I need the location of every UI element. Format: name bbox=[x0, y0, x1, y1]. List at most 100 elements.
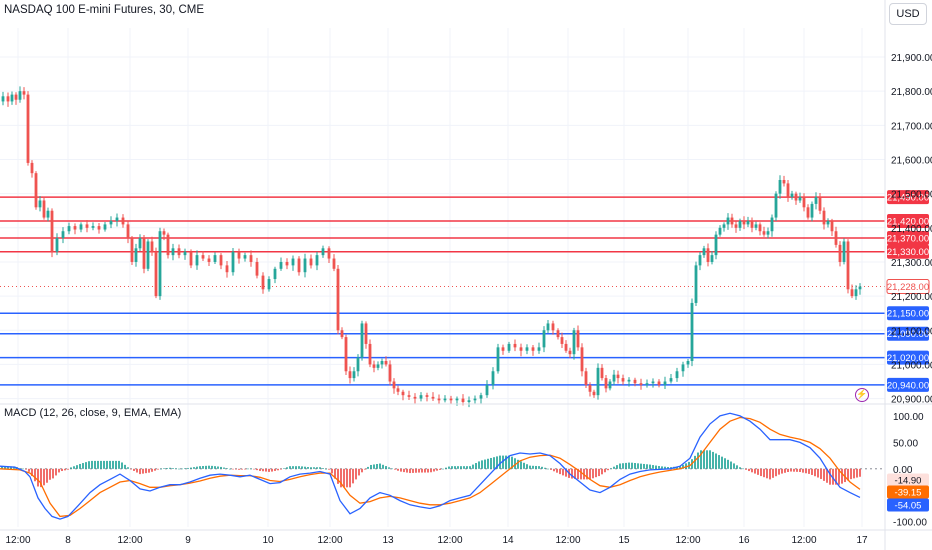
level-price-label: 21,490.00 bbox=[887, 193, 929, 204]
macd-histogram-bar bbox=[547, 468, 549, 470]
macd-histogram-bar bbox=[148, 468, 150, 473]
macd-histogram-bar bbox=[520, 461, 522, 469]
candle-body bbox=[782, 179, 786, 184]
lightning-icon[interactable]: ⚡ bbox=[855, 388, 869, 402]
time-tick-label: 12:00 bbox=[317, 535, 342, 546]
candle-body bbox=[537, 347, 541, 351]
macd-indicator-label[interactable]: MACD (12, 26, close, 9, EMA, EMA) bbox=[4, 407, 182, 419]
candle-body bbox=[154, 251, 158, 297]
price-tick-label: 21,000.00 bbox=[891, 360, 932, 371]
time-tick-label: 13 bbox=[382, 535, 394, 546]
price-tick-label: 21,900.00 bbox=[891, 53, 932, 64]
candle-body bbox=[580, 347, 584, 372]
candle-body bbox=[443, 398, 447, 401]
currency-button[interactable]: USD bbox=[889, 3, 927, 25]
candle-body bbox=[754, 224, 758, 228]
macd-histogram-bar bbox=[190, 467, 192, 469]
macd-histogram-bar bbox=[334, 468, 336, 479]
macd-histogram-bar bbox=[388, 467, 390, 469]
macd-histogram-bar bbox=[721, 456, 723, 469]
macd-histogram-bar bbox=[85, 462, 87, 469]
macd-histogram-bar bbox=[127, 467, 129, 469]
macd-histogram-bar bbox=[301, 466, 303, 469]
macd-tick-label: 0.00 bbox=[893, 465, 913, 476]
macd-histogram-bar bbox=[49, 468, 51, 480]
macd-histogram-bar bbox=[394, 468, 396, 470]
macd-histogram-bar bbox=[574, 468, 576, 479]
macd-histogram-bar bbox=[94, 460, 96, 469]
macd-histogram-bar bbox=[811, 468, 813, 475]
macd-histogram-bar bbox=[550, 468, 552, 470]
candle-body bbox=[315, 255, 319, 266]
candle-body bbox=[388, 364, 392, 382]
candle-body bbox=[158, 231, 162, 297]
macd-histogram-bar bbox=[577, 468, 579, 480]
macd-histogram-bar bbox=[718, 455, 720, 469]
macd-histogram-bar bbox=[370, 464, 372, 469]
candle-body bbox=[237, 251, 241, 259]
candle-body bbox=[22, 91, 26, 95]
macd-histogram-bar bbox=[610, 468, 612, 469]
macd-histogram-bar bbox=[589, 468, 591, 480]
time-tick-label: 12:00 bbox=[5, 535, 30, 546]
macd-histogram-bar bbox=[658, 466, 660, 469]
candle-body bbox=[455, 398, 459, 401]
candle-body bbox=[344, 337, 348, 372]
candle-body bbox=[309, 258, 313, 266]
candle-body bbox=[150, 241, 154, 252]
macd-histogram-bar bbox=[400, 468, 402, 472]
candle-body bbox=[564, 343, 568, 351]
candle-body bbox=[303, 258, 307, 273]
macd-histogram-bar bbox=[346, 468, 348, 488]
macd-histogram-bar bbox=[31, 468, 33, 477]
time-tick-label: 8 bbox=[65, 535, 71, 546]
candle-body bbox=[352, 371, 356, 379]
candle-body bbox=[690, 302, 694, 362]
candle-body bbox=[109, 220, 113, 225]
macd-histogram-bar bbox=[1, 466, 3, 469]
macd-tick-label: 100.00 bbox=[893, 412, 924, 423]
candle-body bbox=[572, 330, 576, 355]
macd-histogram-bar bbox=[421, 468, 423, 473]
macd-histogram-bar bbox=[544, 467, 546, 469]
candle-body bbox=[384, 361, 388, 365]
macd-histogram-bar bbox=[208, 465, 210, 469]
candle-body bbox=[348, 371, 352, 379]
candle-body bbox=[802, 197, 806, 208]
macd-histogram-bar bbox=[475, 463, 477, 469]
level-price-label: 21,090.00 bbox=[887, 329, 929, 340]
macd-histogram-bar bbox=[469, 466, 471, 469]
candle-body bbox=[485, 384, 489, 396]
macd-histogram-bar bbox=[754, 468, 756, 474]
candle-body bbox=[336, 268, 340, 331]
symbol-title[interactable]: NASDAQ 100 E-mini Futures, 30, CME bbox=[4, 4, 205, 16]
macd-histogram-bar bbox=[295, 466, 297, 469]
macd-histogram-bar bbox=[172, 468, 174, 469]
candle-body bbox=[596, 367, 600, 396]
macd-value-label: -39.15 bbox=[895, 488, 922, 499]
macd-histogram-bar bbox=[628, 462, 630, 469]
macd-histogram-bar bbox=[325, 468, 327, 470]
macd-histogram-bar bbox=[787, 468, 789, 472]
macd-histogram-bar bbox=[121, 462, 123, 469]
macd-histogram-bar bbox=[445, 467, 447, 469]
macd-histogram-bar bbox=[130, 468, 132, 470]
macd-histogram-bar bbox=[19, 468, 21, 469]
macd-histogram-bar bbox=[685, 463, 687, 469]
macd-histogram-bar bbox=[103, 460, 105, 469]
level-price-label: 20,940.00 bbox=[887, 380, 929, 391]
candle-body bbox=[758, 224, 762, 232]
level-price-label: 21,420.00 bbox=[887, 216, 929, 227]
macd-histogram-bar bbox=[76, 465, 78, 469]
macd-histogram-bar bbox=[118, 460, 120, 469]
macd-histogram-bar bbox=[244, 468, 246, 470]
level-price-label: 21,020.00 bbox=[887, 353, 929, 364]
macd-histogram-bar bbox=[154, 468, 156, 471]
macd-histogram-bar bbox=[310, 467, 312, 469]
macd-histogram-bar bbox=[277, 468, 279, 471]
macd-histogram-bar bbox=[793, 468, 795, 472]
macd-histogram-bar bbox=[724, 458, 726, 469]
macd-histogram-bar bbox=[478, 461, 480, 469]
candle-body bbox=[604, 378, 608, 389]
